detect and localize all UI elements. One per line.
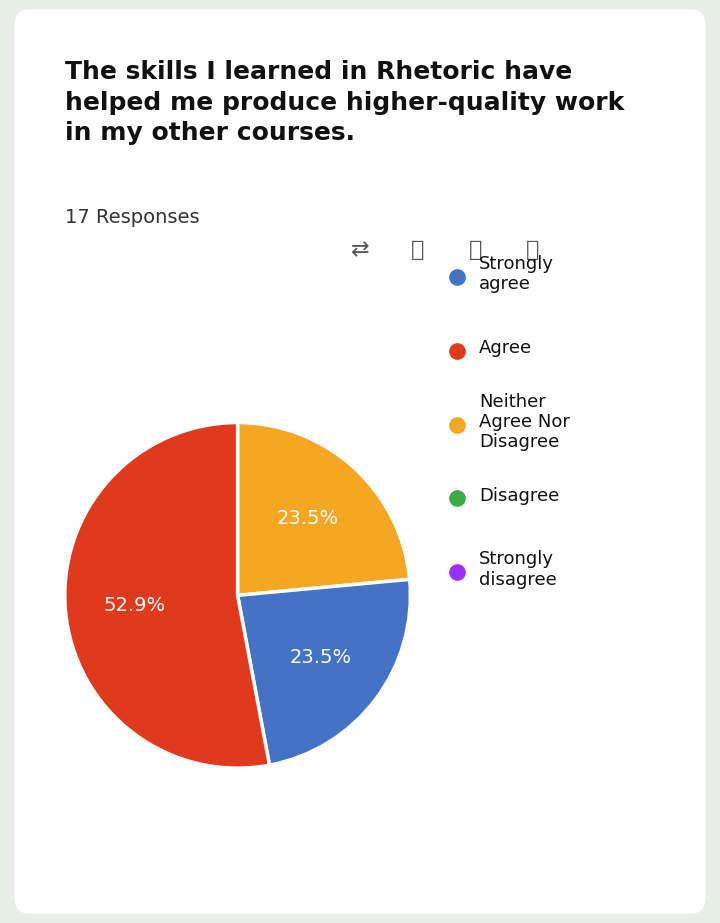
Text: Neither
Agree Nor
Disagree: Neither Agree Nor Disagree (479, 392, 570, 451)
Wedge shape (65, 423, 269, 768)
Text: 23.5%: 23.5% (289, 648, 351, 667)
Wedge shape (238, 580, 410, 765)
Text: ⇄: ⇄ (351, 240, 369, 260)
Text: Strongly
agree: Strongly agree (479, 255, 554, 294)
Text: ⎗: ⎗ (469, 240, 482, 260)
Text: 17 Responses: 17 Responses (65, 208, 199, 227)
Wedge shape (238, 423, 410, 595)
Text: 23.5%: 23.5% (276, 509, 338, 528)
Text: ⎙: ⎙ (411, 240, 424, 260)
Text: Disagree: Disagree (479, 486, 559, 505)
Text: Agree: Agree (479, 339, 532, 357)
FancyBboxPatch shape (14, 9, 706, 914)
Text: 52.9%: 52.9% (104, 596, 166, 615)
Text: Strongly
disagree: Strongly disagree (479, 550, 557, 589)
Text: ⤢: ⤢ (526, 240, 539, 260)
Text: The skills I learned in Rhetoric have
helped me produce higher-quality work
in m: The skills I learned in Rhetoric have he… (65, 60, 624, 145)
